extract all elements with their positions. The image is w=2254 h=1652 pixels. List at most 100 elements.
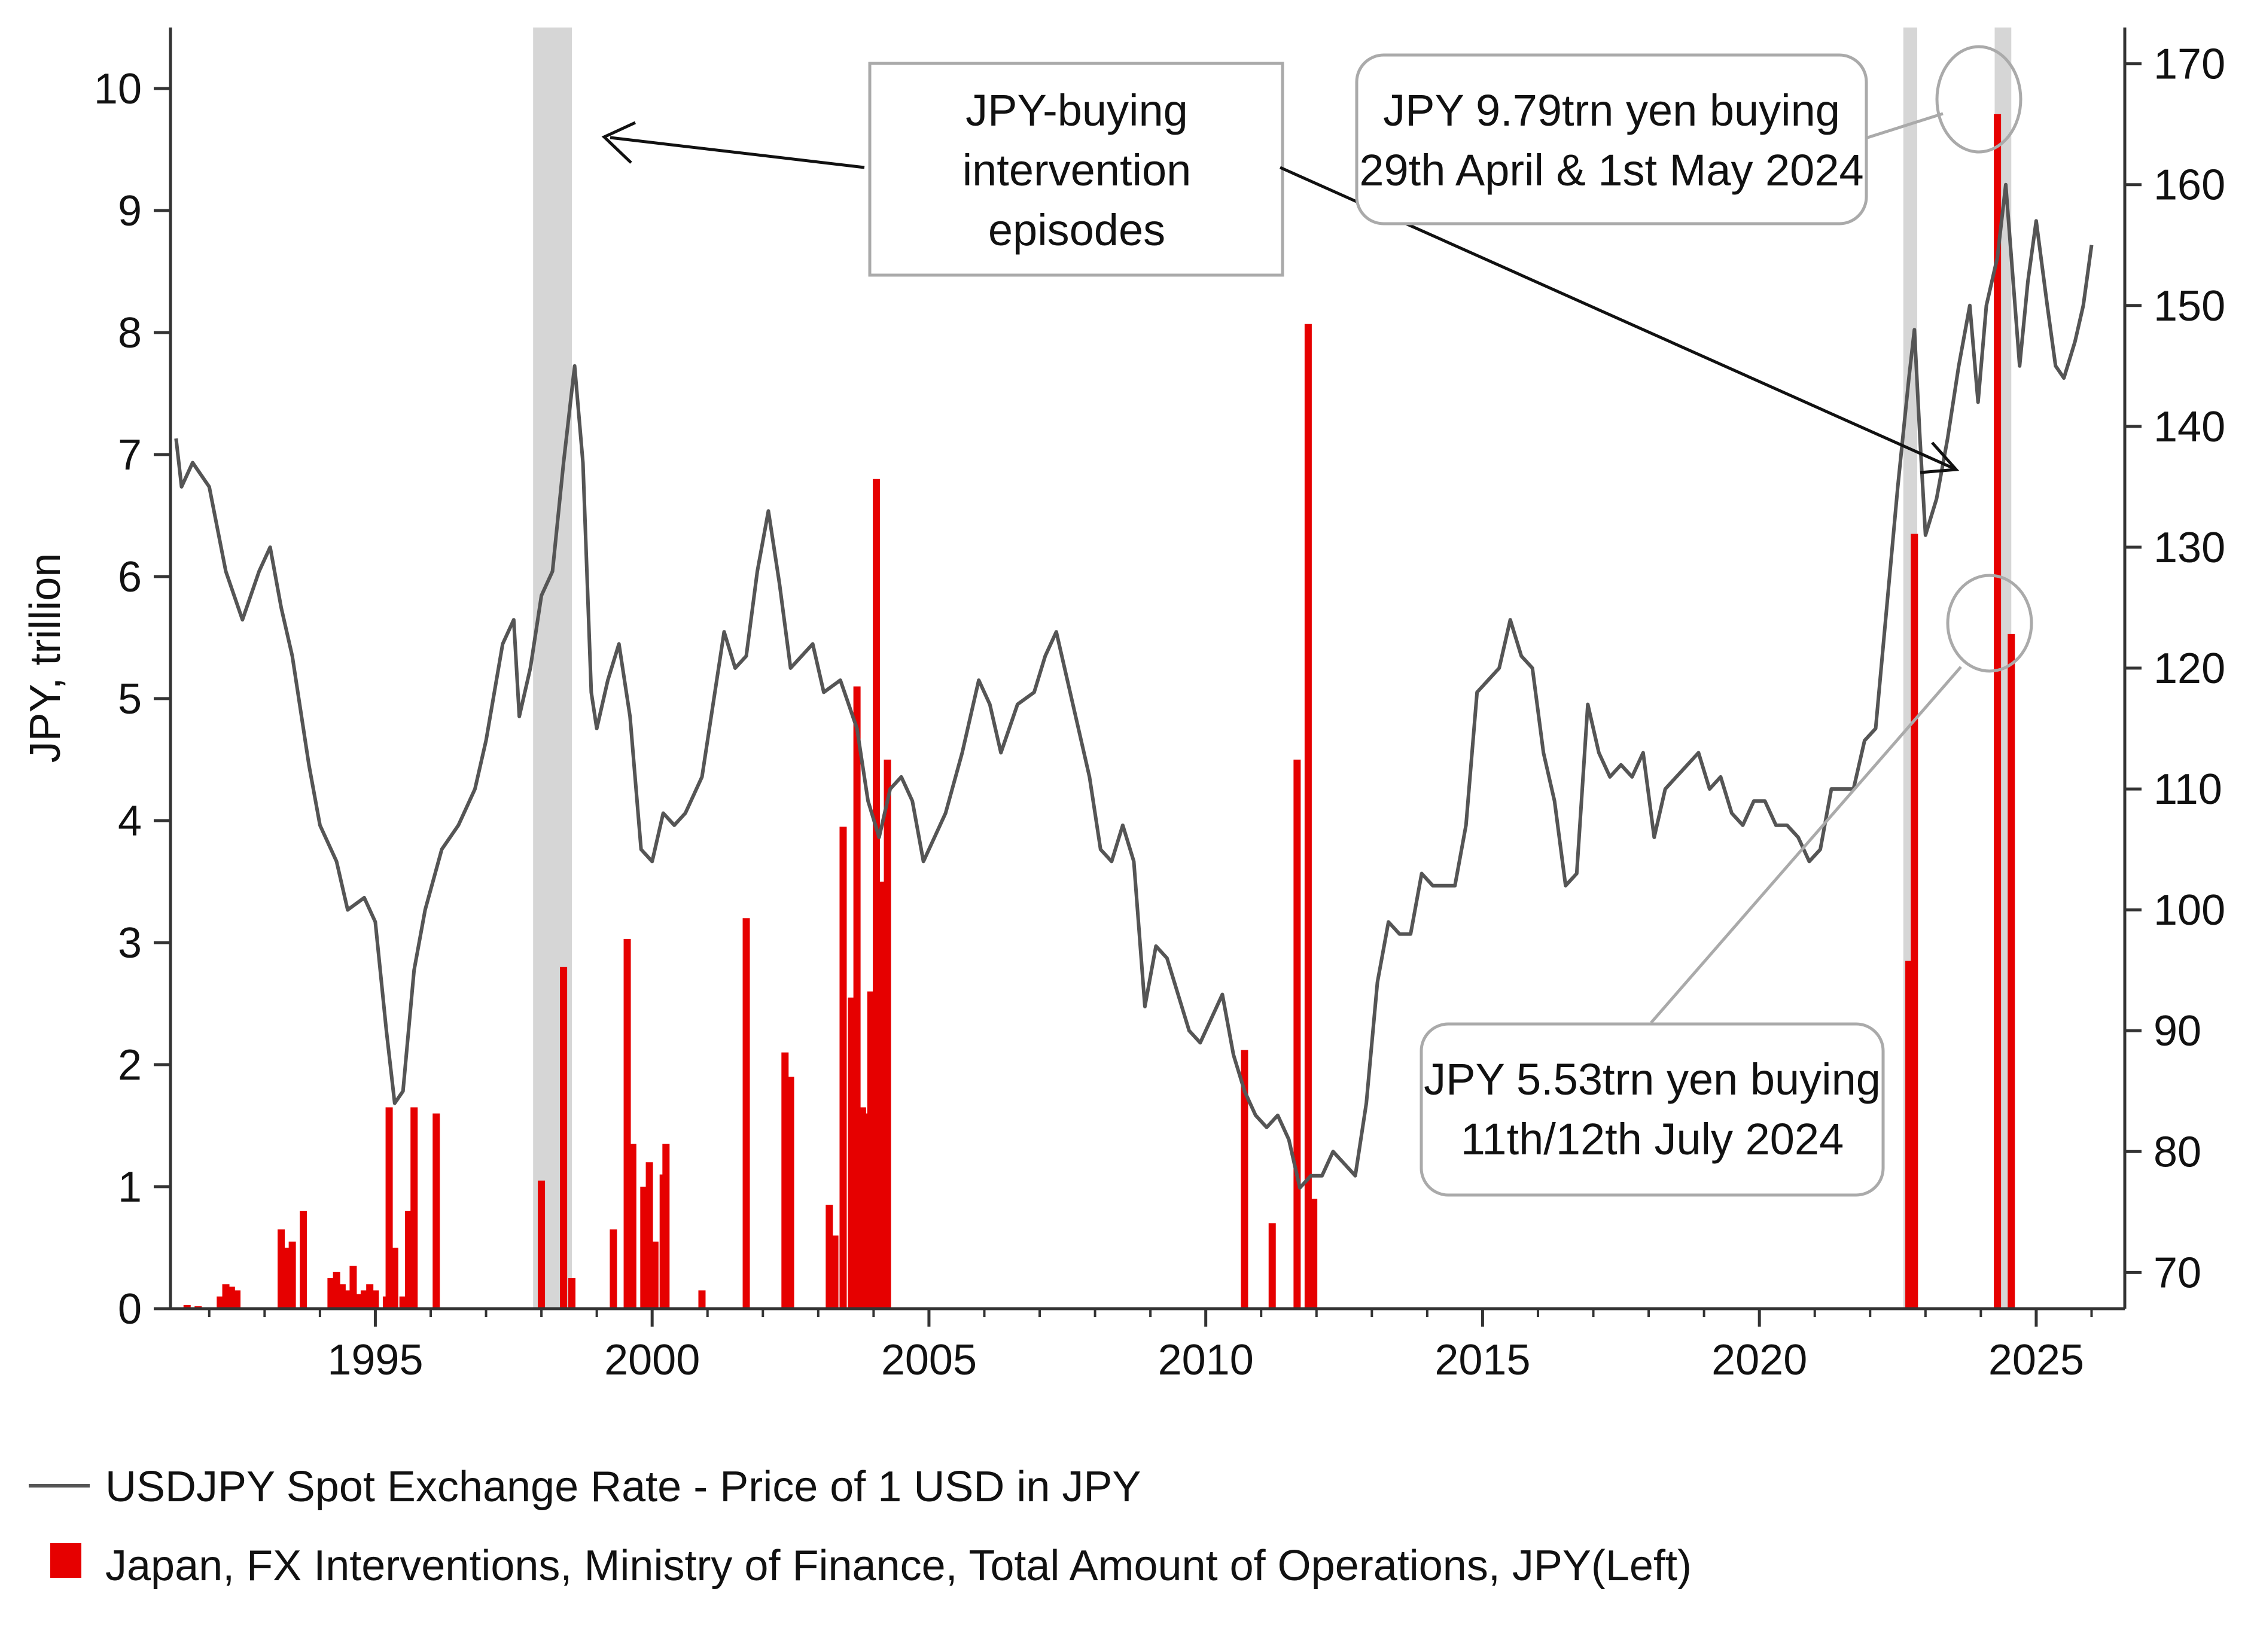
annotation-episodes-line-2: intervention [962,145,1192,195]
intervention-bar-55 [1304,324,1312,1309]
intervention-bar-2 [217,1296,224,1309]
annotation-arrow-1998 [610,136,865,169]
legend-square-marker [50,1543,81,1578]
arrowhead-1998 [601,121,636,164]
intervention-bar-10 [327,1278,335,1309]
annotation-july-2024: JPY 5.53trn yen buying 11th/12th July 20… [1420,574,2033,1197]
y-left-tick-label-0: 0 [118,1285,142,1333]
intervention-bar-17 [366,1284,374,1309]
annotation-episodes: JPY-buying intervention episodes [601,62,1960,474]
y-right-tick-label-10: 170 [2154,41,2225,89]
intervention-bar-37 [698,1290,706,1309]
intervention-bar-32 [640,1187,648,1309]
annotation-july-line-2: 11th/12th July 2024 [1461,1114,1844,1164]
intervention-bar-52 [1241,1050,1248,1309]
intervention-bar-42 [831,1235,839,1309]
intervention-bar-22 [399,1296,407,1309]
axes: 0 1 2 3 4 5 6 7 8 9 10 70 80 90 100 110 120 130 140 150 160 1… [94,28,2225,1384]
intervention-bar-48 [867,991,875,1309]
intervention-bar-60 [2008,633,2015,1309]
intervention-bar-4 [227,1287,235,1309]
legend: USDJPY Spot Exchange Rate - Price of 1 U… [29,1463,1692,1590]
x-tick-label-5: 2020 [1711,1336,1807,1384]
y-left-tick-label-10: 10 [94,65,142,113]
intervention-bar-45 [853,686,861,1309]
intervention-bar-6 [278,1229,285,1309]
intervention-bar-50 [878,882,886,1309]
intervention-bar-12 [338,1284,346,1309]
y-right-tick-label-8: 150 [2154,282,2225,330]
intervention-bar-24 [410,1107,418,1309]
annotation-april-may-2024: JPY 9.79trn yen buying 29th April & 1st … [1355,45,2022,225]
annotation-episodes-line-1: JPY-buying [965,86,1188,135]
intervention-bar-41 [826,1205,833,1309]
y-right-tick-label-2: 90 [2154,1007,2201,1055]
annotation-july-line-1: JPY 5.53trn yen buying [1424,1054,1881,1104]
intervention-bar-26 [538,1180,546,1309]
annotation-april-line-1: JPY 9.79trn yen buying [1383,86,1840,135]
x-tick-label-2: 2005 [881,1336,977,1384]
intervention-bar-8 [288,1241,296,1309]
x-tick-label-3: 2010 [1158,1336,1254,1384]
intervention-bar-25 [432,1113,440,1309]
intervention-bar-44 [848,997,855,1309]
y-left-tick-label-9: 9 [118,187,142,235]
y-left-tick-label-2: 2 [118,1041,142,1089]
intervention-bar-36 [662,1144,670,1309]
intervention-bar-28 [568,1278,575,1309]
intervention-bar-14 [349,1266,357,1309]
intervention-bar-43 [839,827,847,1309]
legend-label-usdjpy: USDJPY Spot Exchange Rate - Price of 1 U… [105,1463,1141,1511]
y-left-tick-label-1: 1 [118,1163,142,1211]
intervention-bar-53 [1268,1223,1276,1309]
intervention-bar-9 [300,1211,307,1309]
intervention-bar-51 [884,760,891,1309]
intervention-bar-5 [233,1290,241,1309]
intervention-bar-30 [623,938,631,1309]
intervention-bar-18 [371,1290,379,1309]
y-right-tick-label-4: 110 [2154,766,2222,813]
y-right-tick-label-9: 160 [2154,161,2225,209]
x-tick-label-1: 2000 [604,1336,700,1384]
intervention-bar-0 [183,1304,191,1309]
y-right-tick-label-1: 80 [2154,1128,2201,1176]
intervention-bar-59 [1994,114,2002,1309]
intervention-bar-39 [781,1052,789,1309]
intervention-bar-40 [787,1077,794,1309]
intervention-bar-33 [645,1162,653,1309]
intervention-bar-49 [873,478,881,1309]
intervention-bar-15 [355,1294,363,1309]
intervention-bar-58 [1911,534,1918,1309]
y-axis-left-title: JPY, trillion [22,553,69,763]
highlight-circle-april [1935,45,2022,154]
annotation-episodes-line-3: episodes [988,205,1165,255]
intervention-bar-47 [861,1113,869,1309]
y-left-tick-label-6: 6 [118,553,142,601]
callout-connector-july [1650,666,1962,1024]
y-left-tick-label-4: 4 [118,797,142,845]
intervention-bar-54 [1293,760,1301,1309]
intervention-bar-27 [560,967,568,1309]
intervention-bars [183,114,2015,1309]
intervention-bar-11 [333,1272,340,1309]
intervention-bar-29 [610,1229,617,1309]
y-right-tick-label-0: 70 [2154,1249,2201,1297]
legend-label-interventions: Japan, FX Interventions, Ministry of Fin… [105,1542,1692,1590]
intervention-bar-13 [344,1290,352,1309]
intervention-bar-34 [651,1241,659,1309]
callout-connector-april [1867,112,1944,139]
highlight-circle-july [1946,574,2033,673]
annotation-april-line-2: 29th April & 1st May 2024 [1359,145,1863,195]
x-tick-label-0: 1995 [327,1336,423,1384]
intervention-bar-57 [1905,961,1913,1309]
y-left-tick-label-7: 7 [118,431,142,479]
usdjpy-line [174,182,2094,1190]
intervention-bar-20 [385,1107,393,1309]
x-tick-label-6: 2025 [1988,1336,2084,1384]
y-right-tick-label-6: 130 [2154,524,2225,572]
intervention-bar-38 [742,918,750,1309]
intervention-bar-3 [222,1284,230,1309]
y-right-tick-label-7: 140 [2154,403,2225,451]
y-right-tick-label-3: 100 [2154,886,2225,934]
